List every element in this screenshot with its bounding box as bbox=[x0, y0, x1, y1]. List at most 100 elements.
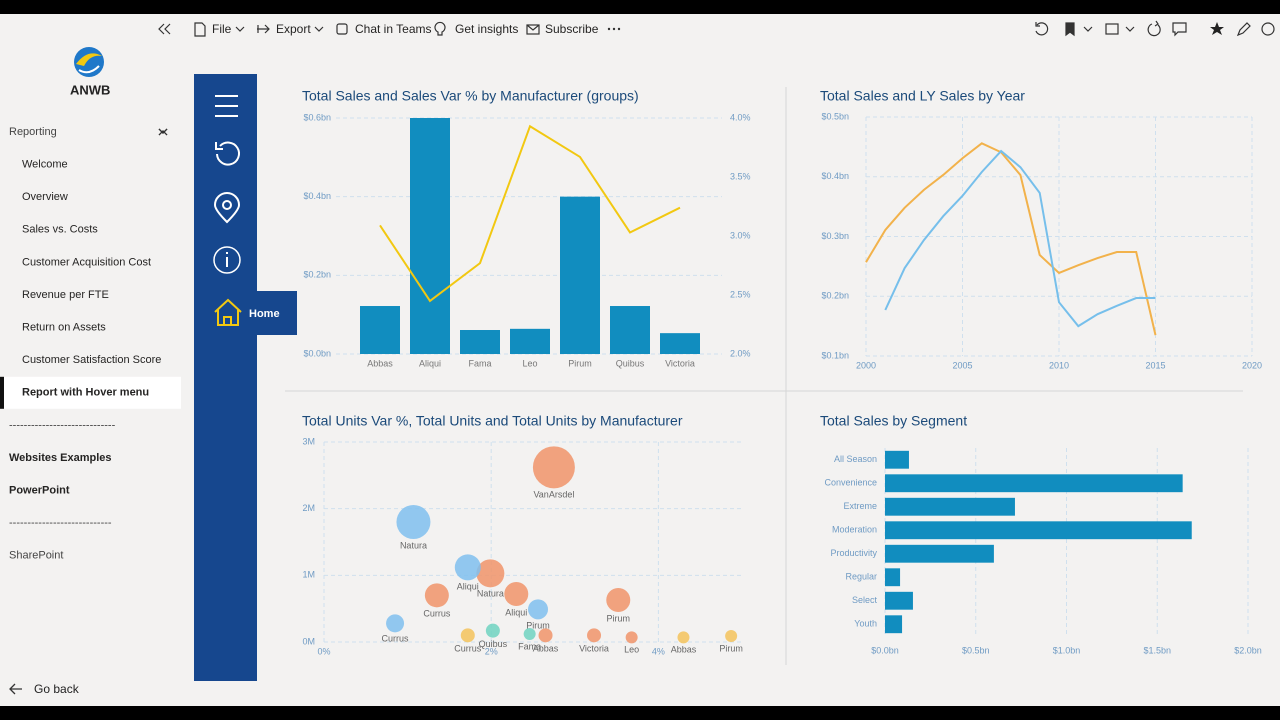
edit-icon[interactable] bbox=[1236, 22, 1251, 37]
subscribe-icon[interactable] bbox=[526, 24, 540, 31]
bubble-label: Pirum bbox=[607, 613, 631, 623]
bar bbox=[885, 450, 909, 469]
y-tick-label: $0.4bn bbox=[821, 171, 849, 181]
bubble-label: Aliqui bbox=[505, 607, 527, 617]
info-icon[interactable] bbox=[213, 246, 241, 274]
go-back[interactable]: Go back bbox=[34, 682, 80, 696]
refresh-icon[interactable] bbox=[1147, 20, 1161, 37]
nav-item[interactable]: ----------------------------- bbox=[9, 419, 116, 431]
favorite-icon[interactable] bbox=[1210, 22, 1224, 35]
bubble-label: Currus bbox=[423, 609, 451, 619]
bubble-label: Natura bbox=[400, 540, 427, 550]
bubble-label: Natura bbox=[477, 589, 504, 599]
bubble bbox=[386, 614, 405, 633]
bubble-label: Abbas bbox=[533, 644, 559, 654]
x-tick-label: $1.0bn bbox=[1053, 645, 1081, 655]
info-icon[interactable] bbox=[1261, 22, 1275, 36]
insights-icon[interactable] bbox=[434, 21, 446, 36]
top-bar bbox=[0, 0, 1280, 14]
collapse-icon[interactable] bbox=[164, 23, 171, 35]
bubble-label: Pirum bbox=[526, 621, 550, 631]
bubble bbox=[504, 582, 529, 606]
menu-icon[interactable] bbox=[215, 95, 238, 117]
bookmark-icon[interactable] bbox=[1065, 22, 1075, 37]
nav-chevron[interactable] bbox=[158, 128, 168, 134]
home-label[interactable]: Home bbox=[249, 308, 280, 320]
nav-item[interactable]: PowerPoint bbox=[9, 485, 70, 497]
bar bbox=[660, 333, 700, 354]
nav-chevron[interactable] bbox=[158, 130, 168, 136]
toolbar-item[interactable]: File bbox=[212, 22, 232, 36]
x-tick-label: 2015 bbox=[1145, 360, 1165, 370]
x-tick-label: 2020 bbox=[1242, 360, 1262, 370]
reset-icon[interactable] bbox=[1035, 22, 1049, 36]
collapse-icon[interactable] bbox=[158, 23, 165, 35]
y-tick-label: Youth bbox=[854, 619, 877, 629]
location-icon[interactable] bbox=[213, 192, 241, 224]
toolbar-item[interactable]: Chat in Teams bbox=[355, 22, 431, 36]
x-tick-label: 2010 bbox=[1049, 360, 1069, 370]
bubble bbox=[424, 583, 449, 608]
dropdown-icon[interactable] bbox=[314, 26, 324, 32]
bubble bbox=[725, 630, 738, 642]
nav-item[interactable]: Revenue per FTE bbox=[22, 289, 109, 301]
y-tick-label: $0.1bn bbox=[821, 350, 849, 360]
bar bbox=[885, 474, 1183, 493]
dropdown-icon[interactable] bbox=[1083, 26, 1093, 32]
back-icon[interactable] bbox=[9, 683, 22, 695]
nav-item[interactable]: Websites Examples bbox=[9, 452, 112, 464]
bubble-label: Currus bbox=[454, 644, 482, 654]
nav-item[interactable]: Reporting bbox=[9, 126, 57, 138]
export-icon[interactable] bbox=[257, 24, 270, 34]
home-icon[interactable] bbox=[214, 298, 242, 326]
y-tick-label: Moderation bbox=[832, 525, 877, 535]
x-tick-label: Aliqui bbox=[419, 358, 441, 368]
y2-tick-label: 3.5% bbox=[730, 171, 751, 181]
nav-selected bbox=[0, 376, 181, 409]
y-tick-label: 0M bbox=[302, 636, 315, 646]
nav-item[interactable]: SharePoint bbox=[9, 550, 63, 562]
file-icon[interactable] bbox=[194, 22, 206, 37]
subscribe-icon[interactable] bbox=[526, 24, 540, 35]
bubble-label: Aliqui bbox=[457, 582, 479, 592]
dropdown-icon[interactable] bbox=[1125, 26, 1135, 32]
x-tick-label: $0.5bn bbox=[962, 645, 990, 655]
bottom-bar bbox=[0, 706, 1280, 720]
toolbar-item[interactable]: Export bbox=[276, 22, 311, 36]
bubble bbox=[677, 631, 690, 644]
teams-icon[interactable] bbox=[336, 23, 348, 35]
y-tick-label: Convenience bbox=[824, 478, 877, 488]
dropdown-icon[interactable] bbox=[235, 26, 245, 32]
y-tick-label: $0.3bn bbox=[821, 231, 849, 241]
bubble bbox=[606, 588, 631, 612]
chart-title: Total Sales and LY Sales by Year bbox=[820, 88, 1025, 104]
more-icon[interactable] bbox=[607, 27, 621, 31]
chart-title: Total Sales by Segment bbox=[820, 413, 967, 429]
bar bbox=[360, 306, 400, 354]
y-tick-label: $0.0bn bbox=[303, 348, 331, 358]
nav-item[interactable]: Customer Satisfaction Score bbox=[22, 354, 161, 366]
nav-item[interactable]: Customer Acquisition Cost bbox=[22, 256, 151, 268]
reset-icon[interactable] bbox=[215, 141, 240, 166]
bar bbox=[885, 497, 1015, 516]
view-icon[interactable] bbox=[1105, 23, 1119, 35]
bar bbox=[885, 568, 901, 587]
nav-item[interactable]: ---------------------------- bbox=[9, 517, 112, 529]
nav-item[interactable]: Sales vs. Costs bbox=[22, 224, 98, 236]
x-tick-label: $0.0bn bbox=[871, 645, 899, 655]
nav-item[interactable]: Welcome bbox=[22, 159, 68, 171]
bubble-label: Victoria bbox=[579, 644, 609, 654]
home-tab[interactable] bbox=[194, 291, 297, 335]
bubble bbox=[528, 599, 549, 620]
nav-item[interactable]: Report with Hover menu bbox=[22, 387, 149, 399]
nav-item[interactable]: Return on Assets bbox=[22, 322, 106, 334]
toolbar-item[interactable]: Get insights bbox=[455, 22, 518, 36]
bar bbox=[885, 521, 1192, 540]
bubble bbox=[523, 628, 536, 640]
comment-icon[interactable] bbox=[1172, 22, 1187, 37]
nav-item[interactable]: Overview bbox=[22, 191, 68, 203]
x-tick-label: 0% bbox=[317, 646, 330, 656]
bar bbox=[560, 196, 600, 354]
toolbar-item[interactable]: Subscribe bbox=[545, 22, 599, 36]
